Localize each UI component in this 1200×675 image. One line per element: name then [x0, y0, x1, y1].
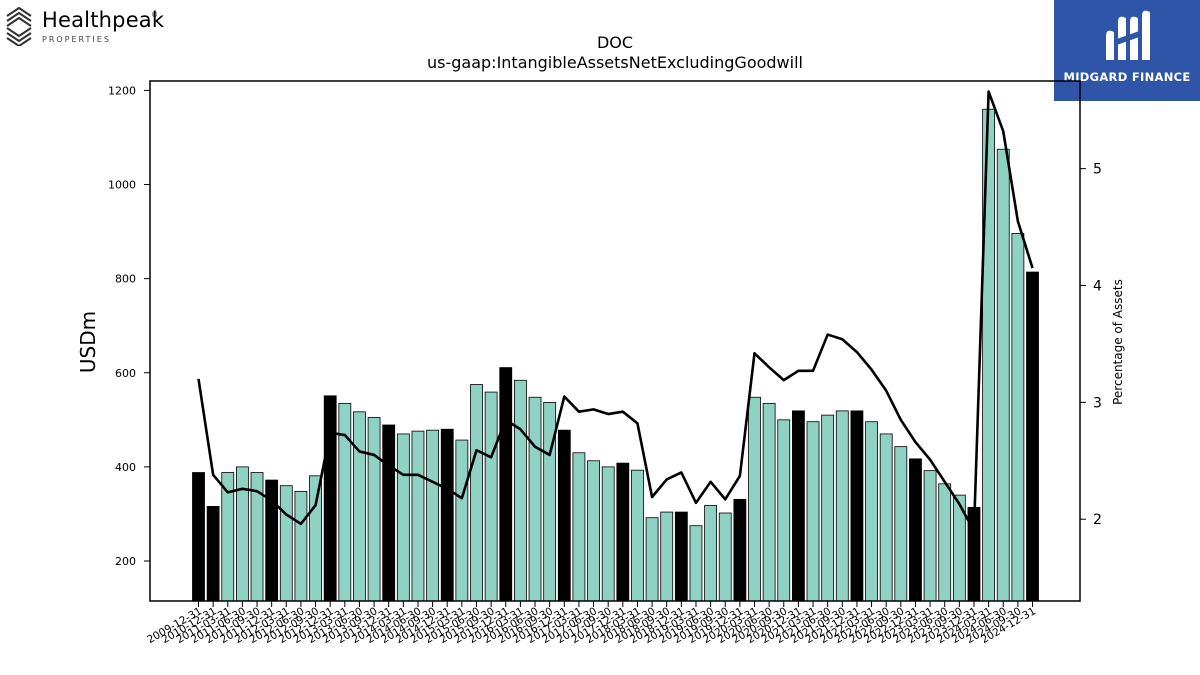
bar [543, 402, 557, 602]
bar [674, 511, 688, 602]
y-tick-label: 400 [115, 461, 136, 474]
y2-tick-label: 5 [1093, 162, 1102, 178]
bar [601, 466, 615, 602]
bar [440, 428, 454, 602]
bar [938, 483, 952, 602]
percentage-line [197, 90, 1034, 533]
bar [587, 460, 600, 602]
bar [879, 433, 893, 602]
bar [748, 396, 761, 602]
y-tick-label: 600 [115, 367, 136, 380]
bar [367, 417, 381, 602]
bar-series [192, 108, 1039, 602]
bar [1026, 271, 1039, 602]
bar [835, 410, 849, 602]
bar [923, 470, 937, 602]
bar [996, 148, 1010, 602]
bar [426, 429, 440, 602]
bar [645, 517, 659, 602]
bar [528, 396, 542, 602]
y-axis-label: USDm [76, 311, 100, 373]
bar [353, 411, 366, 602]
bar [323, 395, 337, 602]
bar [660, 511, 674, 602]
y-tick-label: 1000 [108, 179, 136, 192]
y2-axis-label: Percentage of Assets [1111, 279, 1125, 405]
y-axis: 200 400 600 800 1000 1200 [108, 84, 150, 568]
bar [557, 429, 571, 602]
bar [894, 446, 908, 602]
bar [850, 410, 864, 602]
bar [865, 421, 878, 602]
bar [279, 485, 293, 602]
bar [631, 469, 644, 602]
bar [294, 490, 308, 602]
bar [396, 433, 410, 602]
bar [484, 391, 498, 602]
bar [616, 462, 630, 602]
midgard-emblem-icon [1106, 10, 1150, 61]
line-series [197, 90, 1034, 533]
bar [206, 506, 220, 602]
healthpeak-logo: Healthpeak ® PROPERTIES [4, 4, 174, 48]
y-tick-label: 1200 [108, 84, 136, 97]
healthpeak-logo-subtitle: PROPERTIES [42, 35, 111, 44]
bar [792, 410, 805, 602]
bar [382, 424, 396, 602]
bar [411, 430, 425, 602]
bar [821, 414, 835, 602]
y2-tick-label: 3 [1093, 395, 1102, 411]
bar [455, 439, 469, 602]
bar [235, 466, 249, 602]
bar [499, 367, 513, 602]
bar [470, 384, 483, 602]
healthpeak-logo-name: Healthpeak [42, 8, 165, 32]
y-tick-label: 800 [115, 273, 136, 286]
bar [1011, 233, 1025, 602]
bar [572, 452, 586, 602]
y2-tick-label: 4 [1093, 278, 1102, 294]
bar [689, 525, 703, 602]
midgard-finance-logo: MIDGARD FINANCE [1054, 0, 1200, 101]
x-axis: 2009-12-312010-12-312011-03-312011-06-30… [145, 601, 1038, 646]
bar [806, 421, 820, 602]
bar [338, 402, 352, 602]
healthpeak-logo-mark: ® [151, 11, 158, 19]
bar [733, 498, 747, 602]
bar [718, 512, 732, 602]
chart-title: DOC [597, 33, 633, 52]
bar [704, 505, 718, 602]
y-tick-label: 200 [115, 555, 136, 568]
plot-frame [149, 80, 1081, 602]
y2-tick-label: 2 [1093, 512, 1102, 528]
bar [514, 379, 527, 602]
bar [309, 475, 322, 602]
bar [762, 402, 776, 602]
bar [777, 419, 791, 602]
bar [909, 458, 922, 602]
bar [192, 472, 205, 602]
healthpeak-mark-icon [6, 6, 32, 46]
midgard-finance-name: MIDGARD FINANCE [1063, 70, 1191, 84]
chart-subtitle: us-gaap:IntangibleAssetsNetExcludingGood… [427, 53, 803, 72]
y2-axis: 2 3 4 5 [1080, 162, 1102, 528]
